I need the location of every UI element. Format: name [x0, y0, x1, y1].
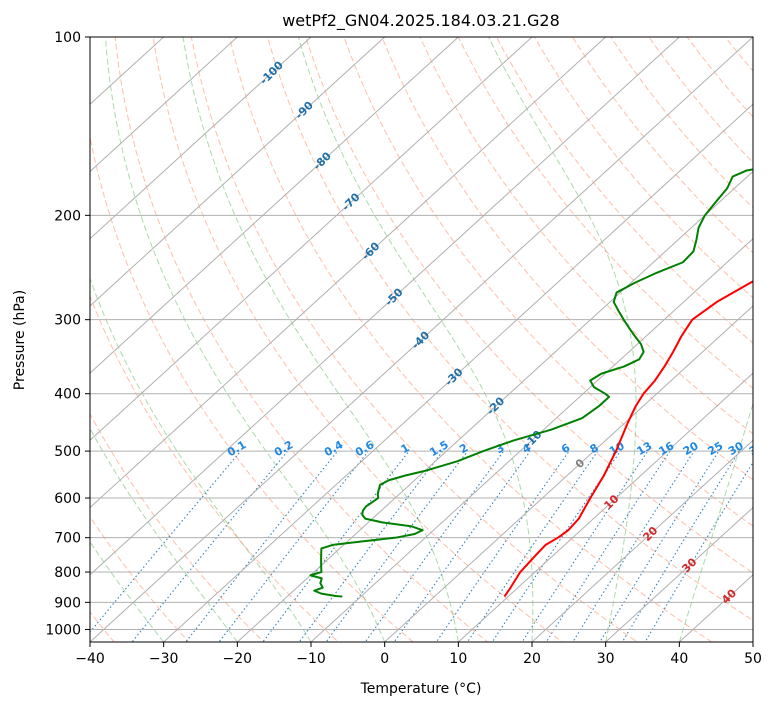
mixing-ratio-line — [185, 450, 338, 642]
dry-adiabats — [90, 37, 753, 642]
x-tick-label: −10 — [296, 651, 326, 667]
dry-adiabat-line — [343, 37, 753, 527]
dewpoint-profile-line — [309, 168, 753, 598]
moist-adiabat-line — [90, 427, 238, 642]
isotherm-line — [90, 37, 607, 509]
x-tick-label: 10 — [449, 651, 467, 667]
isotherm-line — [90, 37, 753, 642]
isotherm-line — [90, 37, 238, 173]
dry-adiabat-line — [90, 515, 190, 642]
temperature-profile-line — [503, 280, 753, 598]
moist-adiabat-line — [678, 401, 753, 642]
isotherm-line — [90, 37, 386, 307]
dry-adiabat-line — [610, 37, 753, 209]
mixing-ratio-line — [644, 461, 753, 642]
y-tick-label: 300 — [54, 313, 81, 329]
moist-adiabats — [90, 37, 753, 642]
mixing-ratio-line — [364, 450, 505, 642]
y-tick-label: 200 — [54, 208, 81, 224]
dry-adiabat-line — [534, 37, 753, 299]
isotherm-line — [310, 237, 753, 642]
dry-adiabat-line — [572, 37, 753, 254]
dry-adiabat-line — [114, 37, 489, 642]
dry-adiabat-line — [305, 37, 753, 574]
dry-adiabat-line — [229, 37, 713, 642]
dry-adiabat-line — [267, 37, 753, 622]
y-tick-label: 500 — [54, 444, 81, 460]
dry-adiabat-line — [190, 37, 638, 642]
mixing-ratio-line — [435, 450, 570, 642]
x-axis-label: Temperature (°C) — [360, 681, 482, 697]
isotherm-line — [90, 37, 459, 374]
x-tick-label: 40 — [670, 651, 688, 667]
mixing-ratio-line — [545, 450, 671, 642]
y-axis-label: Pressure (hPa) — [12, 290, 28, 390]
y-tick-label: 600 — [54, 491, 81, 507]
mixing-ratio-label: 36 — [747, 439, 767, 458]
x-tick-label: 30 — [597, 651, 615, 667]
skewed-isotherms — [90, 37, 753, 642]
mixing-ratio-line — [218, 450, 369, 642]
y-tick-label: 100 — [54, 30, 81, 46]
x-tick-label: 50 — [744, 651, 762, 667]
y-tick-label: 900 — [54, 595, 81, 611]
x-tick-label: 20 — [523, 651, 541, 667]
plot-frame — [89, 36, 754, 643]
y-axis-ticks: 100 200 300 400 500 600 700 800 900 1000 — [45, 30, 90, 638]
isotherm-line — [163, 103, 753, 642]
grid-lines — [90, 37, 753, 630]
isotherm-line — [236, 170, 753, 642]
mixing-ratio-line — [393, 450, 531, 642]
dry-adiabat-line — [90, 412, 265, 642]
x-tick-label: −30 — [149, 651, 179, 667]
profiles — [309, 168, 753, 598]
moist-adiabat-line — [488, 37, 637, 642]
mixing-ratio-line — [521, 450, 649, 642]
mixing-ratio-line — [491, 450, 621, 642]
x-tick-label: −40 — [75, 651, 105, 667]
isotherm-line — [457, 372, 753, 642]
mixing-ratio-line — [262, 450, 410, 642]
dry-adiabat-line — [381, 37, 753, 481]
y-tick-label: 800 — [54, 565, 81, 581]
x-tick-label: 0 — [380, 651, 389, 667]
isotherm-line — [605, 506, 753, 642]
y-tick-label: 700 — [54, 531, 81, 547]
moist-adiabat-line — [297, 37, 534, 642]
dry-adiabat-line — [90, 135, 414, 642]
isotherm-line — [384, 305, 753, 642]
x-tick-label: −20 — [223, 651, 253, 667]
y-tick-label: 400 — [54, 387, 81, 403]
y-tick-label: 1000 — [45, 622, 81, 638]
isotherm-line — [90, 37, 680, 576]
isotherm-line — [90, 37, 312, 240]
x-axis-ticks: −40 −30 −20 −10 0 10 20 30 40 50 — [75, 642, 762, 667]
moist-adiabat-line — [182, 37, 459, 642]
isotherm-line — [531, 439, 753, 642]
isotherm-line — [90, 37, 533, 442]
chart-title: wetPf2_GN04.2025.184.03.21.G28 — [282, 11, 560, 31]
mixing-ratio-lines — [90, 450, 753, 642]
